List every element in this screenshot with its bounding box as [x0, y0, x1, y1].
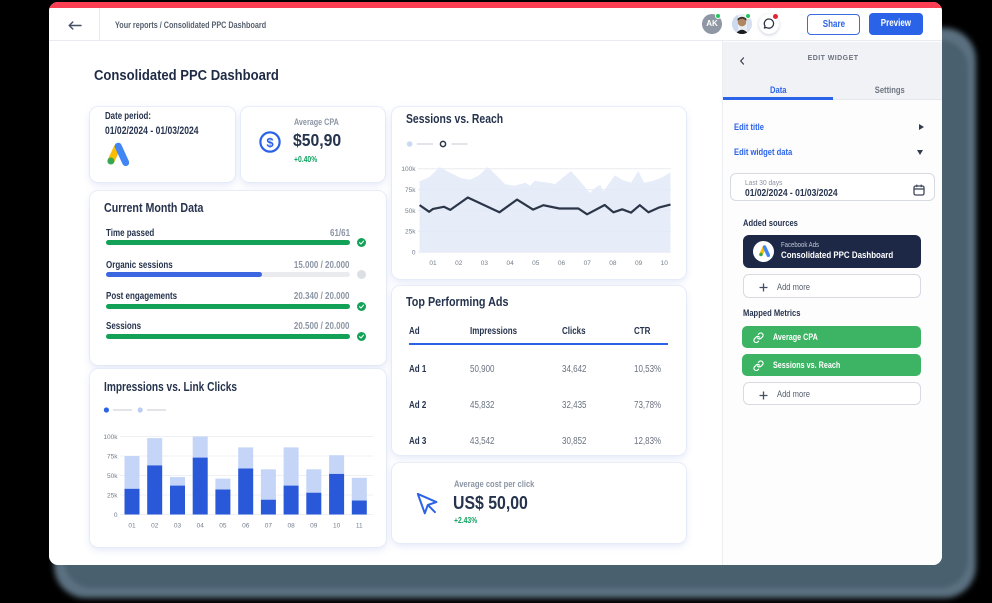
- svg-text:02: 02: [151, 523, 159, 530]
- svg-text:0: 0: [412, 250, 416, 257]
- svg-text:03: 03: [174, 523, 182, 530]
- svg-text:03: 03: [481, 260, 489, 267]
- svg-text:01: 01: [429, 260, 437, 267]
- svg-text:04: 04: [506, 260, 514, 267]
- svg-text:08: 08: [287, 523, 295, 530]
- svg-text:09: 09: [310, 523, 318, 530]
- svg-text:11: 11: [356, 523, 363, 530]
- svg-text:04: 04: [197, 523, 205, 530]
- svg-text:75k: 75k: [107, 453, 118, 460]
- svg-text:$: $: [266, 135, 274, 150]
- svg-text:06: 06: [242, 523, 250, 530]
- svg-text:100k: 100k: [103, 434, 118, 441]
- svg-text:10: 10: [661, 260, 669, 267]
- svg-text:08: 08: [609, 260, 617, 267]
- svg-text:05: 05: [219, 523, 227, 530]
- svg-text:25k: 25k: [107, 492, 118, 499]
- svg-text:05: 05: [532, 260, 540, 267]
- svg-text:0: 0: [114, 512, 118, 519]
- svg-text:100k: 100k: [401, 166, 416, 173]
- svg-text:01: 01: [128, 523, 136, 530]
- svg-text:07: 07: [584, 260, 592, 267]
- svg-text:02: 02: [455, 260, 463, 267]
- svg-text:25k: 25k: [405, 229, 416, 236]
- svg-text:09: 09: [635, 260, 643, 267]
- svg-text:10: 10: [333, 523, 341, 530]
- svg-text:07: 07: [265, 523, 273, 530]
- svg-text:06: 06: [558, 260, 566, 267]
- svg-text:50k: 50k: [405, 208, 416, 215]
- svg-text:50k: 50k: [107, 473, 118, 480]
- svg-text:75k: 75k: [405, 187, 416, 194]
